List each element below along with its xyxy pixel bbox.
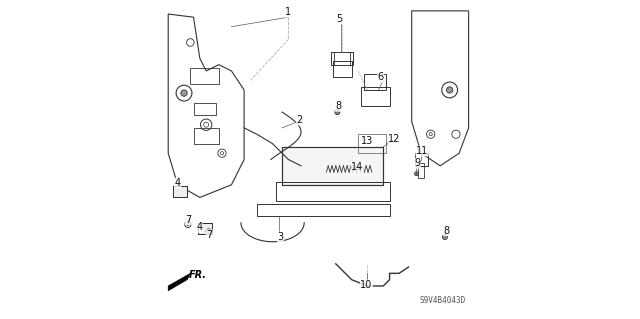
Bar — [361, 87, 390, 106]
Bar — [331, 52, 353, 65]
Text: 6: 6 — [378, 72, 384, 82]
Circle shape — [181, 90, 187, 96]
Bar — [415, 153, 428, 166]
Bar — [190, 68, 219, 84]
Bar — [198, 223, 212, 234]
Bar — [193, 128, 219, 144]
Circle shape — [447, 87, 453, 93]
Text: S9V4B4043D: S9V4B4043D — [419, 296, 465, 305]
Text: 3: 3 — [277, 232, 284, 242]
Bar — [173, 186, 187, 197]
Text: 11: 11 — [416, 146, 428, 156]
Bar — [198, 223, 212, 234]
Text: 12: 12 — [388, 134, 401, 144]
Text: 10: 10 — [360, 280, 372, 290]
Text: 7: 7 — [206, 230, 212, 240]
Bar — [282, 147, 383, 185]
Circle shape — [442, 234, 447, 240]
Circle shape — [415, 172, 419, 176]
Text: 8: 8 — [335, 101, 341, 111]
Text: 1: 1 — [285, 7, 291, 18]
Bar — [282, 147, 383, 185]
Polygon shape — [168, 273, 190, 291]
Bar — [276, 182, 390, 201]
Polygon shape — [168, 14, 244, 197]
Polygon shape — [412, 11, 468, 166]
Text: 4: 4 — [175, 178, 180, 188]
Text: 5: 5 — [337, 14, 343, 24]
Text: 4: 4 — [196, 222, 202, 233]
Text: 13: 13 — [361, 136, 373, 146]
Bar — [364, 74, 387, 90]
Bar — [358, 134, 387, 153]
Text: 8: 8 — [444, 226, 449, 236]
Circle shape — [335, 109, 340, 115]
Bar — [418, 163, 424, 178]
Text: FR.: FR. — [189, 270, 207, 280]
Bar — [257, 204, 390, 216]
Bar — [333, 62, 351, 77]
Text: 2: 2 — [296, 115, 303, 125]
Bar — [173, 186, 187, 197]
Text: 9: 9 — [414, 158, 420, 168]
Text: 7: 7 — [185, 215, 191, 225]
Text: 14: 14 — [351, 162, 364, 172]
Bar — [193, 103, 216, 115]
